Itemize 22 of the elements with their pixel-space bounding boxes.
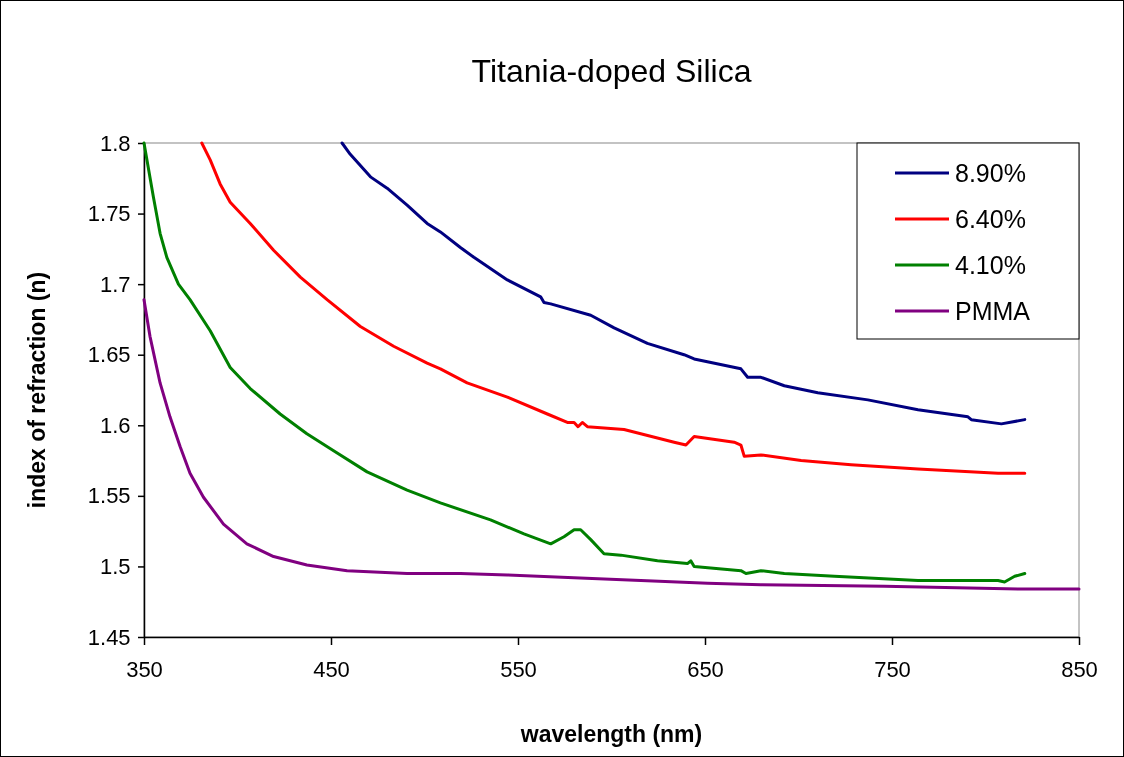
y-tick-label: 1.65: [87, 342, 131, 368]
line-series: [142, 298, 1081, 591]
legend-label: 8.90%: [955, 158, 1026, 187]
x-axis-title: wavelength (nm): [519, 721, 703, 747]
x-tick-label: 550: [500, 656, 537, 682]
y-tick-label: 1.5: [100, 553, 131, 579]
y-axis-title: index of refraction (n): [24, 271, 50, 509]
y-tick-label: 1.75: [87, 201, 131, 227]
x-tick-label: 350: [126, 656, 163, 682]
legend-label: 6.40%: [955, 204, 1026, 233]
x-tick-label: 850: [1061, 656, 1098, 682]
chart-title: Titania-doped Silica: [471, 53, 752, 89]
x-tick-label: 750: [874, 656, 911, 682]
y-tick-label: 1.55: [87, 483, 131, 509]
y-tick-label: 1.45: [87, 624, 131, 650]
legend-label: PMMA: [955, 296, 1031, 325]
x-tick-label: 650: [687, 656, 724, 682]
legend-label: 4.10%: [955, 250, 1026, 279]
y-tick-label: 1.7: [100, 271, 131, 297]
x-tick-label: 450: [313, 656, 350, 682]
y-tick-label: 1.8: [100, 130, 131, 156]
y-tick-label: 1.6: [100, 412, 131, 438]
